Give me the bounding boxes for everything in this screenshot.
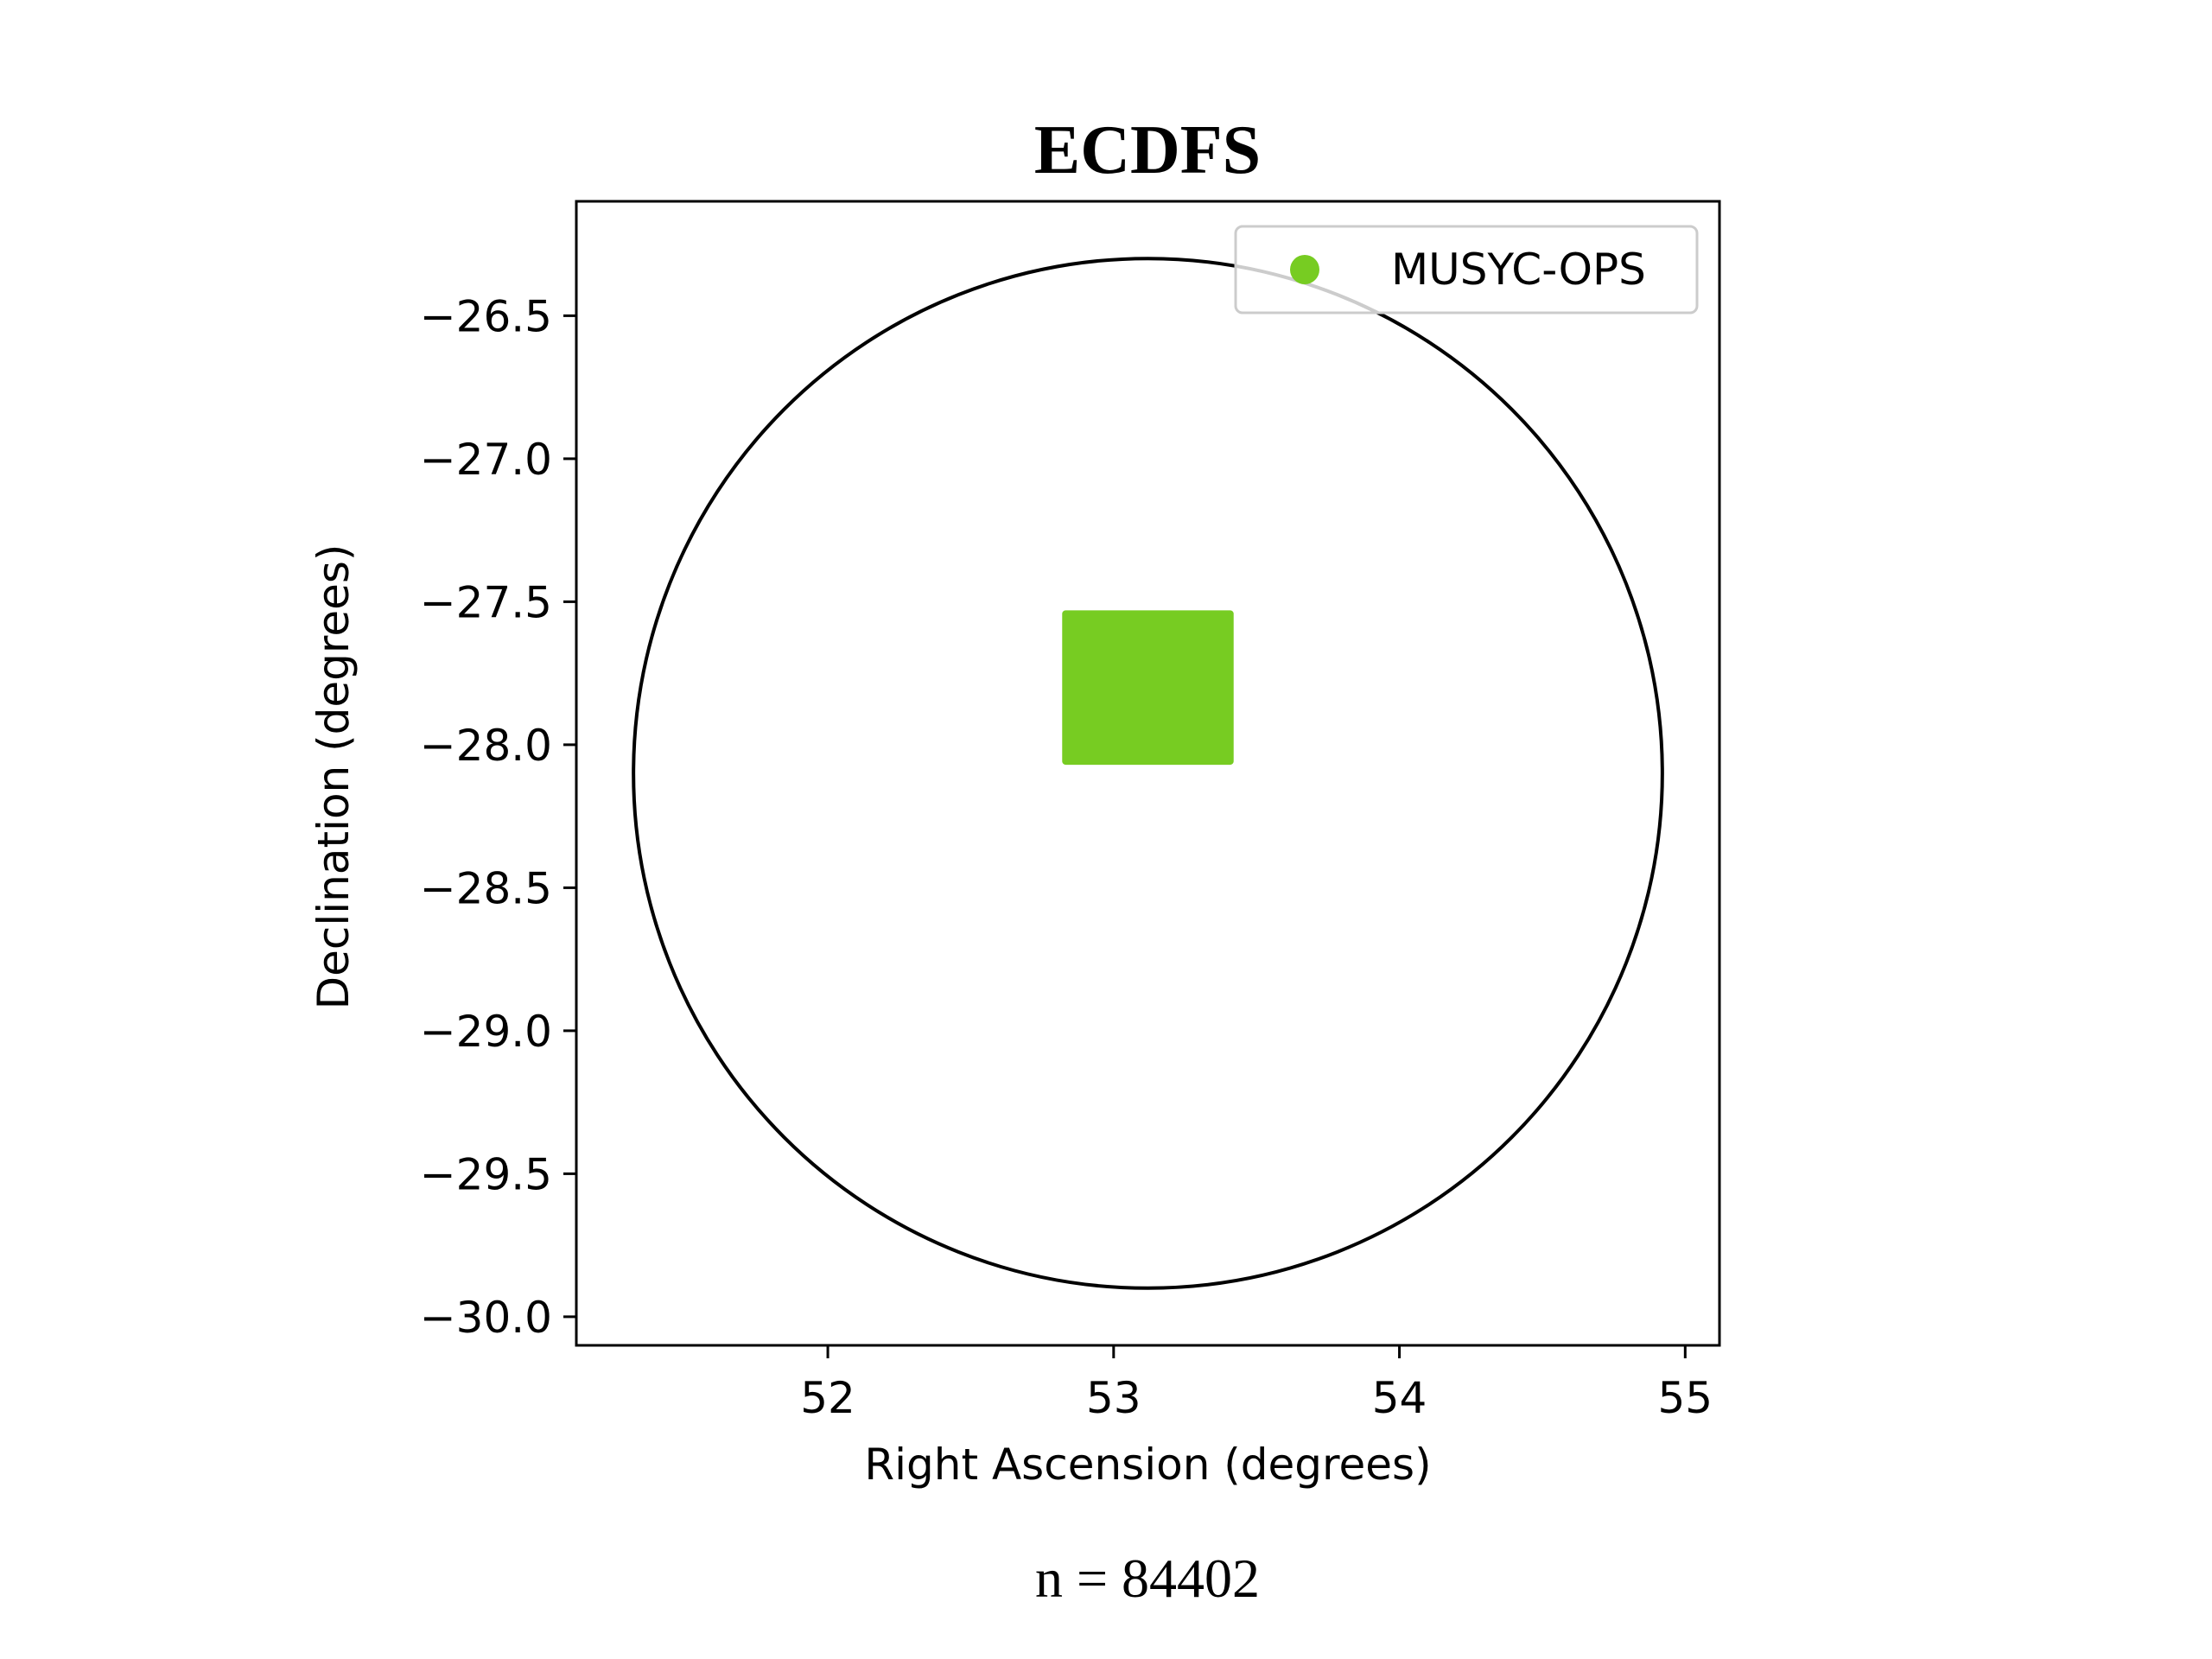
x-tick-label: 53 (1086, 1373, 1141, 1423)
scatter-points-musyc-ops (1062, 610, 1234, 766)
y-tick-label: −26.5 (420, 291, 552, 341)
legend-label-musyc-ops: MUSYC-OPS (1391, 245, 1646, 295)
legend-marker-musyc-ops (1290, 255, 1319, 284)
chart-title: ECDFS (1034, 112, 1261, 188)
x-axis-label: Right Ascension (degrees) (864, 1440, 1431, 1490)
musyc-ops-region (1062, 610, 1234, 766)
field-circle (632, 257, 1664, 1290)
y-axis-label: Declination (degrees) (308, 544, 359, 1010)
x-tick-label: 54 (1372, 1373, 1427, 1423)
x-tick-label: 55 (1657, 1373, 1713, 1423)
legend-box (1234, 225, 1699, 315)
legend: MUSYC-OPS (1234, 225, 1699, 315)
x-tick-label: 52 (800, 1373, 855, 1423)
y-tick-label: −29.0 (420, 1007, 552, 1057)
y-tick-label: −27.5 (420, 577, 552, 627)
x-axis-ticks: 52 53 54 55 (800, 1345, 1713, 1423)
y-tick-label: −27.0 (420, 435, 552, 485)
y-tick-label: −30.0 (420, 1293, 552, 1343)
y-tick-label: −29.5 (420, 1149, 552, 1199)
y-axis-ticks: −26.5 −27.0 −27.5 −28.0 −28.5 −29.0 −29.5 −30.0 (420, 291, 576, 1343)
axes-frame (575, 200, 1721, 1347)
y-tick-label: −28.0 (420, 721, 552, 771)
sample-count: n = 84402 (1035, 1548, 1260, 1609)
y-tick-label: −28.5 (420, 863, 552, 913)
plot-area (575, 200, 1721, 1347)
